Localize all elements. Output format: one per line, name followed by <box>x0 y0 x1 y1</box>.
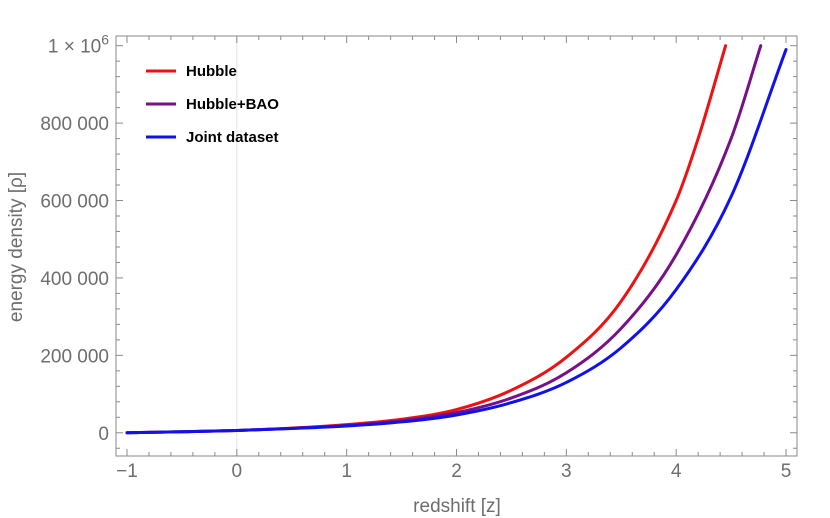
y-tick-label: 600 000 <box>40 192 109 213</box>
legend-label-joint-dataset: Joint dataset <box>186 129 279 146</box>
legend-label-hubble-bao: Hubble+BAO <box>186 96 279 113</box>
y-tick-label: 1 × 106 <box>48 32 109 58</box>
x-tick-label: 4 <box>671 461 682 482</box>
x-tick-label: 5 <box>781 461 792 482</box>
y-tick-label: 800 000 <box>40 114 109 135</box>
y-axis-title: energy density [ρ] <box>6 172 27 322</box>
x-tick-label: 2 <box>451 461 462 482</box>
x-axis: −1 0 1 2 3 4 5 <box>116 36 791 482</box>
x-tick-label: −1 <box>116 461 138 482</box>
y-tick-label: 200 000 <box>40 346 109 367</box>
y-axis: 0 200 000 400 000 600 000 800 000 1 × 106 <box>40 32 797 449</box>
legend-label-hubble: Hubble <box>186 63 237 80</box>
legend: Hubble Hubble+BAO Joint dataset <box>146 63 279 146</box>
y-tick-label: 400 000 <box>40 269 109 290</box>
x-axis-title: redshift [z] <box>413 496 501 517</box>
x-tick-label: 1 <box>341 461 352 482</box>
x-tick-label: 0 <box>232 461 243 482</box>
series-line-joint-dataset <box>125 48 788 435</box>
y-tick-label: 0 <box>98 424 109 445</box>
series-layer <box>125 44 788 435</box>
x-tick-label: 3 <box>561 461 572 482</box>
